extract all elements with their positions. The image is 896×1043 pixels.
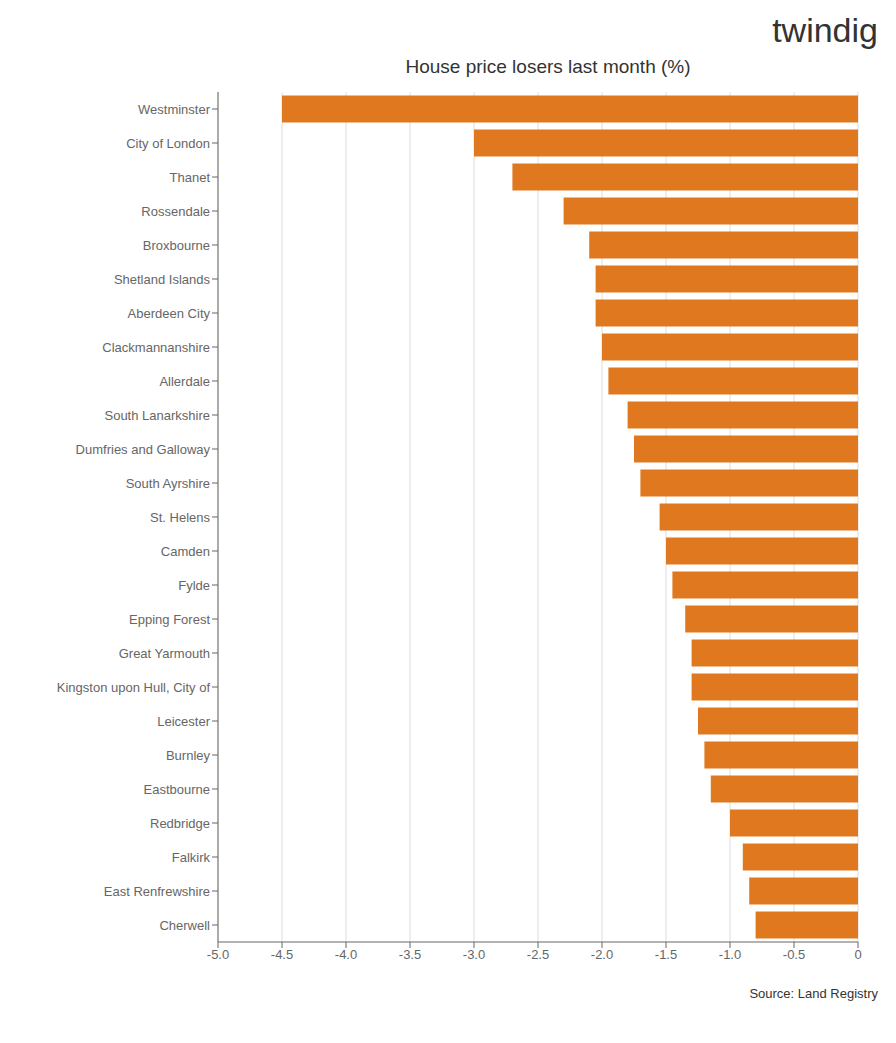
html-text:twindig: twindig	[772, 10, 878, 49]
svg-text:Rossendale: Rossendale	[141, 204, 210, 219]
svg-text:Falkirk: Falkirk	[172, 850, 211, 865]
svg-text:Redbridge: Redbridge	[150, 816, 210, 831]
svg-text:Clackmannanshire: Clackmannanshire	[102, 340, 210, 355]
svg-text:Dumfries and Galloway: Dumfries and Galloway	[76, 442, 211, 457]
svg-text:Great Yarmouth: Great Yarmouth	[119, 646, 210, 661]
svg-text:-2.0: -2.0	[591, 947, 613, 962]
svg-text:Fylde: Fylde	[178, 578, 210, 593]
svg-text:-4.5: -4.5	[271, 947, 293, 962]
svg-text:City of London: City of London	[126, 136, 210, 151]
svg-text:Broxbourne: Broxbourne	[143, 238, 210, 253]
svg-text:Thanet: Thanet	[170, 170, 211, 185]
svg-text:Eastbourne: Eastbourne	[144, 782, 211, 797]
svg-text:Camden: Camden	[161, 544, 210, 559]
svg-text:-1.0: -1.0	[719, 947, 741, 962]
svg-text:-3.0: -3.0	[463, 947, 485, 962]
svg-text:Shetland Islands: Shetland Islands	[114, 272, 211, 287]
svg-text:Aberdeen City: Aberdeen City	[128, 306, 211, 321]
svg-text:Kingston upon Hull, City of: Kingston upon Hull, City of	[57, 680, 211, 695]
svg-text:Westminster: Westminster	[138, 102, 211, 117]
svg-text:-3.5: -3.5	[399, 947, 421, 962]
svg-text:Allerdale: Allerdale	[159, 374, 210, 389]
svg-text:St. Helens: St. Helens	[150, 510, 210, 525]
svg-text:-1.5: -1.5	[655, 947, 677, 962]
html-text:Source: Land Registry: Source: Land Registry	[749, 986, 878, 1001]
svg-text:South Ayrshire: South Ayrshire	[126, 476, 210, 491]
svg-text:South Lanarkshire: South Lanarkshire	[104, 408, 210, 423]
svg-text:Leicester: Leicester	[157, 714, 210, 729]
svg-text:-4.0: -4.0	[335, 947, 357, 962]
svg-text:-2.5: -2.5	[527, 947, 549, 962]
svg-text:-5.0: -5.0	[207, 947, 229, 962]
svg-text:Cherwell: Cherwell	[159, 918, 210, 933]
svg-text:0: 0	[854, 947, 861, 962]
svg-text:Burnley: Burnley	[166, 748, 211, 763]
svg-text:Epping Forest: Epping Forest	[129, 612, 210, 627]
html-text:House price losers last month: House price losers last month (%)	[405, 56, 691, 77]
svg-text:East Renfrewshire: East Renfrewshire	[104, 884, 210, 899]
svg-text:-0.5: -0.5	[783, 947, 805, 962]
